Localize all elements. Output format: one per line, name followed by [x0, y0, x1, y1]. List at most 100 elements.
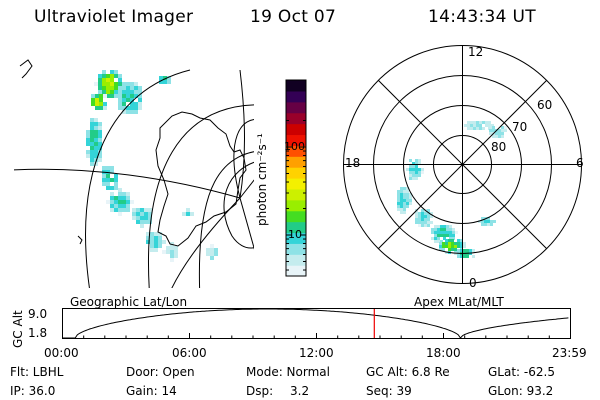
aurora-pixel	[397, 196, 400, 199]
aurora-pixel	[403, 193, 406, 196]
aurora-pixel	[469, 249, 472, 252]
colorbar-tick-label-10: 10	[288, 228, 302, 241]
aurora-pixel	[418, 221, 421, 224]
antarctica-coastline	[155, 111, 247, 247]
aurora-pixel	[118, 200, 122, 204]
aurora-pixel	[501, 132, 504, 135]
aurora-pixel	[412, 168, 415, 171]
aurora-pixel	[95, 94, 99, 98]
aurora-pixel	[397, 205, 400, 208]
aurora-pixel	[126, 208, 130, 212]
aurora-pixel	[460, 242, 463, 245]
seq-info: Seq: 39	[366, 384, 412, 398]
aurora-pixel	[403, 187, 406, 190]
aurora-pixel	[418, 174, 421, 177]
aurora-pixel	[91, 94, 95, 98]
left-aurora-emission	[86, 70, 218, 262]
colorbar-unit-label: photon cm⁻²s⁻¹	[255, 133, 269, 226]
aurora-pixel	[118, 98, 122, 102]
aurora-pixel	[110, 178, 114, 182]
dsp-value: 3.2	[290, 384, 310, 398]
aurora-pixel	[146, 240, 150, 244]
aurora-pixel	[140, 212, 144, 216]
aurora-pixel	[110, 166, 114, 170]
aurora-pixel	[451, 239, 454, 242]
aurora-pixel	[99, 106, 103, 110]
aurora-pixel	[138, 106, 142, 110]
aurora-pixel	[437, 237, 440, 240]
aurora-pixel	[110, 74, 114, 78]
aurora-pixel	[452, 231, 455, 234]
aurora-pixel	[406, 202, 409, 205]
aurora-pixel	[174, 254, 178, 258]
aurora-pixel	[427, 212, 430, 215]
aurora-pixel	[158, 244, 162, 248]
aurora-pixel	[479, 124, 482, 127]
aurora-pixel	[90, 158, 94, 162]
aurora-pixel	[122, 196, 126, 200]
aurora-pixel	[130, 110, 134, 114]
aurora-pixel	[98, 158, 102, 162]
polar-grid	[343, 45, 582, 284]
aurora-pixel	[434, 237, 437, 240]
aurora-pixel	[415, 218, 418, 221]
aurora-pixel	[110, 186, 114, 190]
aurora-pixel	[106, 90, 110, 94]
aurora-pixel	[110, 192, 114, 196]
aurora-pixel	[106, 82, 110, 86]
aurora-pixel	[490, 223, 493, 226]
time-tick-0000: 00:00	[44, 346, 79, 360]
aurora-pixel	[437, 228, 440, 231]
aurora-pixel	[163, 80, 167, 84]
colorbar-cell	[286, 90, 306, 103]
aurora-pixel	[150, 244, 154, 248]
aurora-pixel	[210, 248, 214, 252]
aurora-pixel	[430, 215, 433, 218]
intensity-colorbar	[285, 79, 307, 277]
aurora-pixel	[94, 130, 98, 134]
aurora-pixel	[106, 78, 110, 82]
island-coastline	[77, 235, 83, 245]
altitude-axis-label: GC Alt	[11, 310, 25, 348]
aurora-pixel	[144, 220, 148, 224]
colorbar-frame	[285, 79, 307, 277]
aurora-pixel	[106, 178, 110, 182]
aurora-pixel	[138, 98, 142, 102]
aurora-pixel	[110, 90, 114, 94]
aurora-pixel	[442, 242, 445, 245]
aurora-pixel	[434, 234, 437, 237]
aurora-pixel	[110, 78, 114, 82]
aurora-pixel	[403, 208, 406, 211]
aurora-pixel	[126, 90, 130, 94]
aurora-pixel	[126, 86, 130, 90]
aurora-pixel	[150, 236, 154, 240]
mlt-label-6: 6	[576, 156, 584, 170]
aurora-pixel	[418, 168, 421, 171]
aurora-pixel	[110, 204, 114, 208]
aurora-pixel	[427, 218, 430, 221]
aurora-pixel	[489, 132, 492, 135]
aurora-pixel	[400, 208, 403, 211]
aurora-pixel	[118, 102, 122, 106]
aurora-pixel	[409, 168, 412, 171]
aurora-pixel	[114, 82, 118, 86]
aurora-pixel	[126, 110, 130, 114]
altitude-timeline-plot	[62, 308, 571, 339]
aurora-pixel	[118, 94, 122, 98]
aurora-pixel	[114, 94, 118, 98]
aurora-pixel	[214, 248, 218, 252]
aurora-pixel	[136, 216, 140, 220]
aurora-pixel	[440, 225, 443, 228]
aurora-pixel	[138, 90, 142, 94]
time-tick-1200: 12:00	[299, 346, 334, 360]
aurora-pixel	[122, 192, 126, 196]
colorbar-cell	[286, 265, 306, 277]
aurora-pixel	[118, 74, 122, 78]
aurora-pixel	[403, 199, 406, 202]
aurora-pixel	[472, 249, 475, 252]
aurora-pixel	[154, 232, 158, 236]
aurora-pixel	[454, 242, 457, 245]
aurora-pixel	[134, 90, 138, 94]
aurora-pixel	[90, 126, 94, 130]
